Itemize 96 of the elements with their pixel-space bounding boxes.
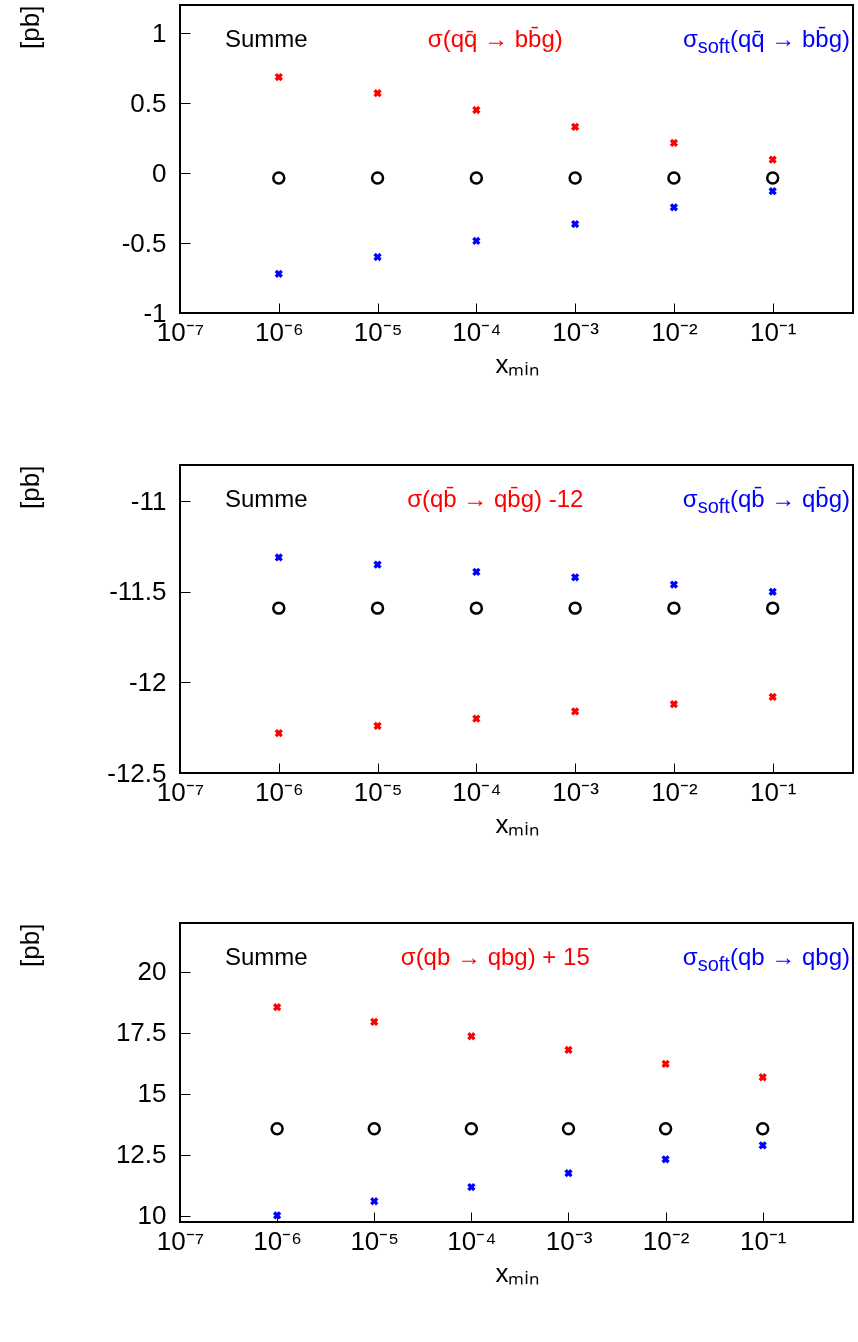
- point: [768, 587, 777, 596]
- y-tick-label: -11.5: [109, 576, 167, 607]
- point: [370, 601, 385, 615]
- y-axis-title: [pb]: [14, 923, 45, 967]
- point: [373, 89, 382, 98]
- point: [472, 714, 481, 723]
- x-tick-label: 10⁻⁶: [254, 316, 304, 347]
- point: [472, 105, 481, 115]
- point: [669, 138, 679, 148]
- y-tick-label: 20: [137, 956, 167, 987]
- x-axis-title: xₘᵢₙ: [495, 1257, 539, 1288]
- point: [467, 1182, 476, 1192]
- y-tick-label: 17.5: [115, 1017, 167, 1048]
- x-tick-label: 10⁻⁶: [254, 776, 304, 807]
- point: [561, 1122, 576, 1136]
- point: [270, 1122, 284, 1136]
- point: [568, 171, 582, 185]
- point: [667, 601, 681, 615]
- y-tick-label: 15: [137, 1078, 167, 1109]
- point: [669, 203, 679, 212]
- point: [568, 601, 582, 615]
- point: [768, 187, 777, 196]
- y-axis-title: [pb]: [14, 5, 45, 49]
- x-tick-label: 10⁻³: [552, 316, 600, 347]
- point: [570, 219, 580, 229]
- point: [274, 729, 283, 738]
- point: [570, 122, 580, 131]
- point: [469, 171, 484, 185]
- y-tick-label: 1: [152, 17, 167, 48]
- x-tick-label: 10⁻⁶: [253, 1225, 302, 1256]
- text: Summe: [225, 485, 308, 514]
- point: [464, 1122, 479, 1136]
- text: σ$_{soft}$(qb → qbg): [682, 943, 850, 976]
- point: [373, 721, 382, 731]
- point: [370, 1197, 379, 1206]
- point: [765, 601, 780, 615]
- x-tick-label: 10⁻²: [651, 776, 699, 807]
- x-tick-label: 10⁻¹: [749, 316, 797, 347]
- x-tick-label: 10⁻⁵: [353, 316, 403, 347]
- x-tick-label: 10⁻⁵: [350, 1225, 400, 1256]
- point: [472, 567, 481, 577]
- point: [667, 171, 681, 185]
- x-tick-label: 10⁻²: [651, 316, 699, 347]
- point: [658, 1122, 673, 1136]
- point: [274, 269, 283, 278]
- point: [272, 601, 286, 615]
- point: [758, 1141, 767, 1150]
- text: σ$_{soft}$(qq̄ → bb̄g): [682, 25, 850, 58]
- x-axis-title: xₘᵢₙ: [495, 808, 539, 839]
- point: [570, 573, 580, 582]
- point: [373, 560, 382, 569]
- text: σ(qb → qbg) + 15: [400, 943, 590, 972]
- text: Summe: [225, 25, 308, 54]
- point: [669, 580, 679, 589]
- y-tick-label: 0.5: [130, 87, 167, 118]
- y-axis-title: [pb]: [14, 465, 45, 509]
- text: σ$_{soft}$(qb̄ → qb̄g): [682, 485, 850, 518]
- point: [756, 1122, 770, 1136]
- point: [669, 700, 679, 709]
- x-tick-label: 10⁻¹: [739, 1225, 787, 1256]
- point: [768, 692, 777, 702]
- text: σ(qb̄ → qb̄g) -12: [407, 485, 584, 514]
- point: [367, 1122, 381, 1136]
- x-tick-label: 10⁻⁴: [447, 1225, 497, 1256]
- point: [272, 171, 286, 185]
- point: [370, 1017, 379, 1026]
- point: [758, 1073, 767, 1082]
- point: [765, 171, 780, 185]
- x-tick-label: 10⁻⁵: [353, 776, 403, 807]
- point: [564, 1169, 573, 1178]
- x-tick-label: 10⁻²: [642, 1225, 690, 1256]
- x-axis-title: xₘᵢₙ: [495, 348, 539, 379]
- y-tick-label: -12: [128, 666, 167, 697]
- y-tick-label: -11: [130, 485, 167, 516]
- point: [370, 171, 385, 185]
- point: [469, 601, 484, 615]
- point: [768, 155, 777, 164]
- point: [467, 1032, 476, 1041]
- point: [661, 1155, 670, 1164]
- y-tick-label: -0.5: [121, 227, 167, 258]
- point: [661, 1059, 670, 1068]
- text: σ(qq̄ → bb̄g): [427, 25, 563, 54]
- y-tick-label: 0: [152, 157, 167, 188]
- point: [472, 236, 481, 246]
- x-tick-label: 10⁻⁴: [452, 316, 502, 347]
- point: [272, 1003, 282, 1012]
- x-tick-label: 10⁻³: [552, 776, 600, 807]
- x-tick-label: 10⁻⁴: [452, 776, 502, 807]
- point: [274, 72, 283, 82]
- text: Summe: [225, 943, 308, 972]
- x-tick-label: 10⁻³: [545, 1225, 593, 1256]
- y-tick-label: 12.5: [115, 1139, 167, 1170]
- point: [274, 553, 283, 562]
- point: [272, 1211, 282, 1220]
- point: [570, 707, 580, 716]
- x-tick-label: 10⁻¹: [749, 776, 797, 807]
